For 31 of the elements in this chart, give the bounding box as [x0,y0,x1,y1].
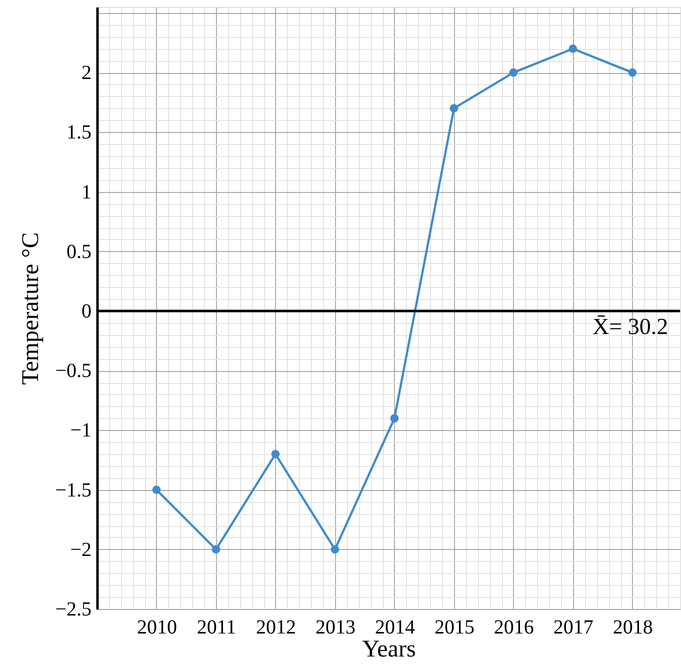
point [390,414,399,422]
y-tick-label: −0.5 [55,360,92,382]
x-tick-label: 2014 [374,616,415,638]
x-tick-label: 2010 [136,616,177,638]
y-axis-title: Temperature °C [18,232,44,385]
point [509,68,518,77]
y-tick-label: −1 [70,420,92,442]
point [628,68,637,77]
point [271,450,280,458]
x-tick-label: 2011 [196,616,236,638]
y-tick-label: −1.5 [55,479,92,502]
x-tick-label: 2017 [553,616,594,638]
x-tick-label: 2012 [256,616,296,638]
y-tick-label: 0.5 [66,240,92,263]
x-tick-label: 2013 [315,616,356,638]
point [212,545,220,554]
y-tick-label: 0 [82,300,92,322]
point [450,104,458,112]
y-tick-label: 1.5 [66,122,92,144]
point [330,545,340,554]
y-tick-label: 1 [82,181,92,204]
y-tick-label: −2 [70,538,92,561]
y-tick-label: 2 [82,62,92,84]
point [152,486,161,494]
y-tick-label: −2.5 [55,598,92,620]
x-axis-title: Years [362,636,416,662]
annotation: X̄= 30.2 [592,314,668,339]
x-tick-label: 2018 [612,616,653,638]
x-tick-label: 2016 [494,616,534,638]
x-tick-label: 2015 [434,616,474,638]
point [568,44,578,53]
